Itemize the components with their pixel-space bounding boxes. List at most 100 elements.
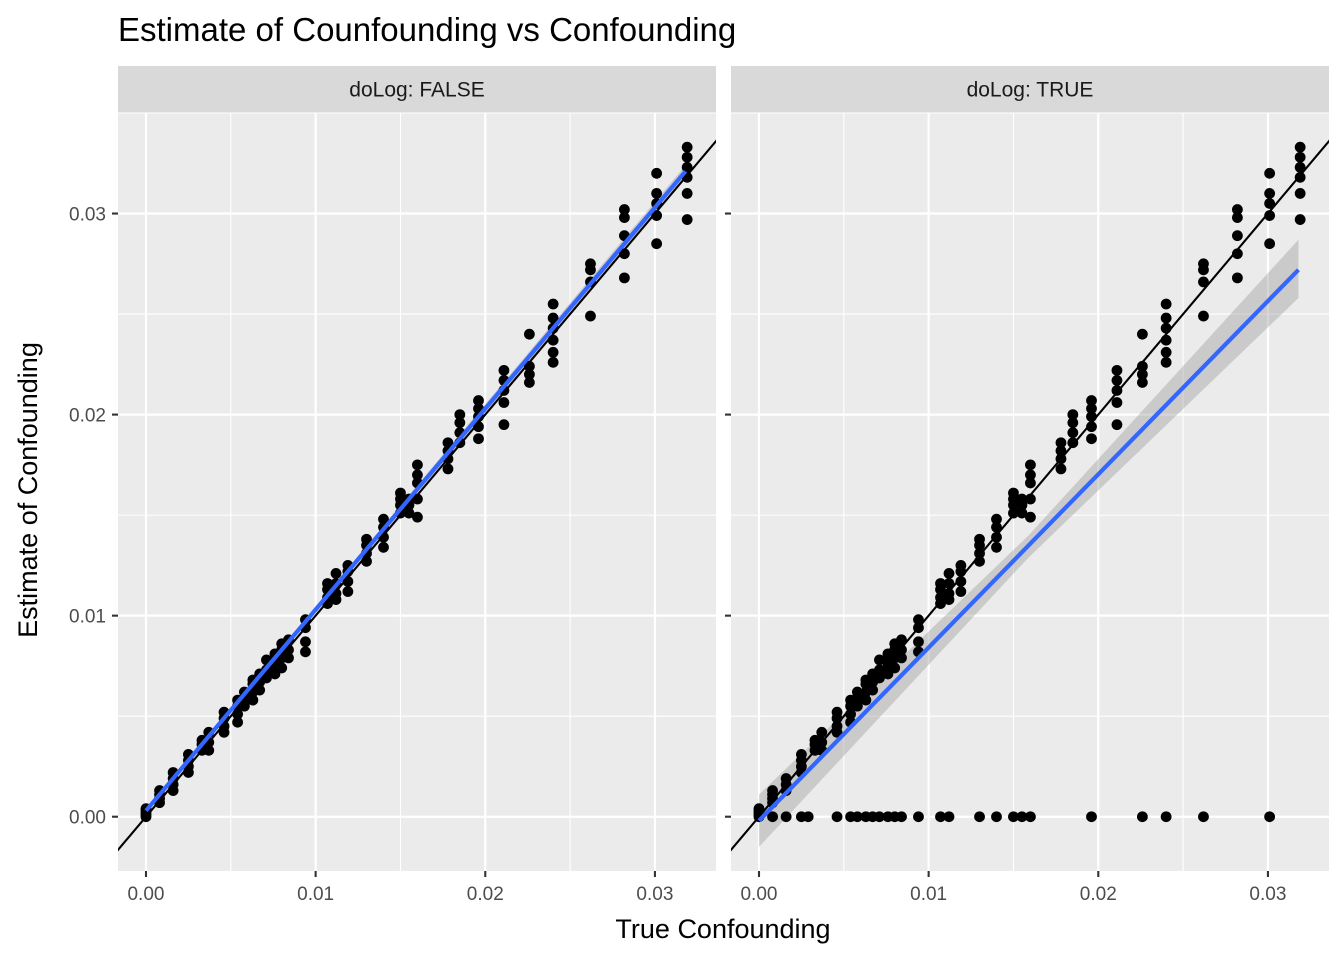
data-point — [1086, 395, 1097, 406]
data-point — [412, 469, 423, 481]
y-tick-label: 0.02 — [69, 406, 106, 427]
data-point — [473, 433, 484, 445]
data-point — [1294, 151, 1306, 163]
data-point — [874, 664, 885, 676]
data-point — [1294, 188, 1306, 199]
data-point — [935, 592, 946, 603]
data-point — [1160, 346, 1172, 358]
data-point — [1111, 375, 1123, 386]
data-point — [943, 578, 955, 589]
data-point — [681, 214, 693, 225]
data-point — [618, 272, 630, 284]
identity-reference-line — [731, 139, 1329, 852]
data-point — [547, 312, 559, 324]
data-point — [378, 541, 389, 553]
data-point — [1025, 469, 1036, 481]
data-point — [681, 141, 693, 153]
data-point — [1136, 377, 1148, 388]
data-point — [1231, 204, 1243, 215]
facet-strip-label: doLog: FALSE — [349, 79, 484, 102]
data-point — [1264, 188, 1276, 199]
data-point — [1231, 230, 1243, 242]
data-point — [860, 694, 872, 706]
data-point — [943, 568, 955, 579]
data-point — [547, 346, 559, 358]
data-point — [585, 258, 596, 270]
data-point — [618, 212, 630, 223]
data-point — [681, 188, 693, 199]
y-tick-label: 0.03 — [69, 205, 106, 226]
data-point — [300, 636, 311, 648]
data-point — [1025, 493, 1036, 505]
data-point — [442, 463, 454, 475]
data-point — [1160, 312, 1172, 324]
facet-strip — [118, 66, 716, 113]
chart-title: Estimate of Counfounding vs Confounding — [118, 11, 736, 48]
x-tick-label: 0.02 — [1080, 884, 1117, 905]
data-point — [1055, 445, 1067, 457]
regression-fit-line — [757, 268, 1300, 823]
data-point — [651, 238, 663, 250]
data-point — [454, 409, 466, 420]
data-point — [300, 646, 311, 658]
panel-plot-area — [731, 139, 1329, 852]
x-tick-label: 0.01 — [910, 884, 947, 905]
data-point — [851, 811, 863, 823]
facet-panel-2: doLog: TRUE 0.00 0.01 0.02 0.03 — [725, 66, 1329, 905]
data-point — [896, 652, 907, 664]
data-point — [1111, 397, 1123, 408]
data-point — [1016, 507, 1028, 519]
data-point — [412, 459, 423, 471]
data-point — [361, 533, 372, 545]
data-point — [851, 686, 863, 698]
y-tick-label: 0.00 — [69, 808, 106, 829]
data-point — [991, 521, 1002, 533]
data-point — [1025, 511, 1036, 523]
data-point — [767, 785, 778, 796]
data-point — [874, 654, 885, 666]
x-tick-label: 0.03 — [636, 884, 673, 905]
data-point — [473, 395, 484, 406]
data-point — [991, 811, 1002, 823]
data-point — [1294, 214, 1306, 225]
data-point — [523, 360, 535, 372]
x-tick-label: 0.02 — [467, 884, 504, 905]
data-point — [498, 419, 510, 431]
x-tick-label: 0.03 — [1249, 884, 1286, 905]
data-point — [831, 811, 843, 823]
data-point — [342, 586, 354, 597]
data-point — [378, 513, 389, 525]
data-point — [913, 811, 924, 823]
data-point — [1055, 463, 1067, 475]
data-point — [1160, 811, 1172, 823]
data-point — [1264, 210, 1276, 221]
data-point — [955, 559, 967, 571]
data-point — [1025, 477, 1036, 489]
data-point — [585, 310, 596, 322]
data-point — [1067, 409, 1079, 420]
data-point — [1025, 459, 1036, 471]
data-point — [330, 568, 342, 579]
data-point — [1067, 427, 1079, 439]
data-point — [651, 167, 663, 179]
data-point — [1055, 437, 1067, 449]
data-point — [412, 493, 423, 505]
data-point — [454, 417, 466, 429]
data-point — [342, 576, 354, 587]
data-point — [322, 578, 333, 589]
data-point — [651, 210, 663, 221]
data-point — [1111, 364, 1123, 376]
data-point — [767, 811, 778, 823]
data-point — [896, 634, 907, 646]
data-point — [1294, 141, 1306, 153]
data-point — [1264, 198, 1276, 209]
data-point — [896, 811, 907, 823]
y-axis-title: Estimate of Confounding — [13, 342, 43, 638]
data-point — [955, 586, 967, 597]
data-point — [651, 188, 663, 199]
data-point — [1008, 487, 1019, 499]
data-point — [1231, 248, 1243, 260]
facet-strip-label: doLog: TRUE — [967, 79, 1094, 102]
data-point — [1264, 238, 1276, 250]
data-point — [1198, 811, 1209, 823]
